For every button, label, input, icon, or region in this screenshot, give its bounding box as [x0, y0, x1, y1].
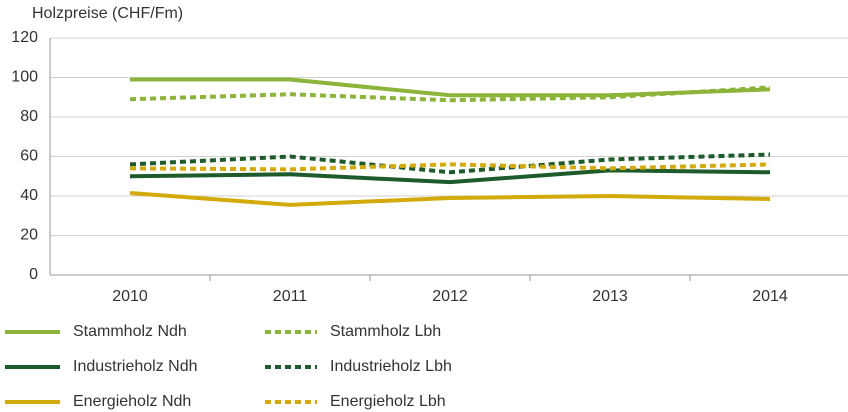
- x-tick-label: 2014: [752, 288, 788, 305]
- x-tick-label: 2013: [592, 288, 628, 305]
- series-line: [129, 168, 771, 185]
- x-tick-label: 2010: [112, 288, 148, 305]
- legend-label: Energieholz Lbh: [330, 393, 446, 410]
- legend-label: Industrieholz Ndh: [73, 358, 198, 375]
- y-tick-label: 40: [20, 187, 38, 204]
- series-line: [129, 191, 771, 207]
- x-tick-label: 2012: [432, 288, 468, 305]
- y-tick-label: 120: [11, 29, 38, 46]
- y-tick-label: 80: [20, 108, 38, 125]
- legend-label: Energieholz Ndh: [73, 393, 191, 410]
- series-line: [129, 162, 771, 172]
- x-tick-label: 2011: [273, 288, 308, 305]
- legend-label: Industrieholz Lbh: [330, 358, 452, 375]
- series-line: [129, 85, 771, 103]
- y-tick-label: 20: [20, 227, 38, 244]
- series-line: [129, 152, 771, 175]
- y-tick-label: 60: [20, 148, 38, 165]
- y-tick-label: 0: [29, 266, 38, 283]
- y-tick-label: 100: [11, 69, 38, 86]
- legend-label: Stammholz Ndh: [73, 323, 187, 340]
- legend-label: Stammholz Lbh: [330, 323, 441, 340]
- y-axis-label: Holzpreise (CHF/Fm): [32, 5, 183, 22]
